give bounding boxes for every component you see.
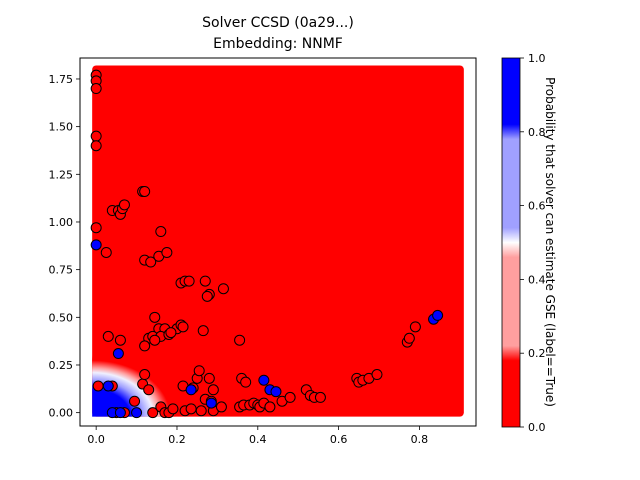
scatter-point-false [143, 384, 155, 396]
scatter-point-true [114, 407, 126, 419]
scatter-point-false [165, 327, 177, 339]
plot-area [90, 65, 464, 419]
axes-frame [79, 57, 477, 427]
scatter-point-true [270, 386, 282, 398]
y-tick-label: 1.75 [49, 73, 74, 86]
scatter-point-false [100, 246, 112, 258]
y-tick-label: 1.00 [49, 216, 74, 229]
scatter-point-true [205, 397, 217, 409]
scatter-point-false [90, 140, 102, 152]
colorbar-tick-label: 0.6 [528, 200, 546, 213]
scatter-point-false [149, 334, 161, 346]
y-tick-label: 0.50 [49, 311, 74, 324]
scatter-point-false [90, 83, 102, 95]
scatter-point-false [147, 407, 159, 419]
scatter-point-false [217, 283, 229, 295]
scatter-point-false [284, 391, 296, 403]
colorbar [501, 57, 521, 428]
scatter-point-false [102, 330, 114, 342]
scatter-point-true [185, 384, 197, 396]
scatter-point-false [149, 311, 161, 323]
y-tick-label: 1.50 [49, 121, 74, 134]
scatter-point-true [112, 348, 124, 360]
colorbar-tick-label: 1.0 [528, 52, 546, 65]
y-tick-label: 0.75 [49, 264, 74, 277]
scatter-point-false [201, 290, 213, 302]
scatter-point-false [195, 405, 207, 417]
scatter-point-false [155, 226, 167, 238]
scatter-point-false [177, 321, 189, 333]
x-tick-label: 0.8 [411, 433, 429, 446]
scatter-point-false [403, 332, 415, 344]
x-tick-label: 0.2 [168, 433, 186, 446]
scatter-point-false [92, 380, 104, 392]
scatter-point-false [139, 369, 151, 381]
scatter-point-false [207, 384, 219, 396]
scatter-point-false [240, 376, 252, 388]
scatter-point-false [371, 369, 383, 381]
scatter-point-false [167, 403, 179, 415]
scatter-point-true [90, 239, 102, 251]
scatter-point-false [183, 275, 195, 287]
scatter-point-false [193, 365, 205, 377]
scatter-point-true [131, 407, 143, 419]
scatter-point-false [197, 325, 209, 337]
y-tick-label: 0.25 [49, 359, 74, 372]
scatter-point-false [234, 334, 246, 346]
colorbar-tick-label: 0.4 [528, 273, 546, 286]
scatter-point-false [139, 340, 151, 352]
x-tick-label: 0.0 [87, 433, 105, 446]
scatter-point-false [145, 256, 157, 268]
y-tick-label: 0.00 [49, 407, 74, 420]
chart-subtitle: Embedding: NNMF [213, 36, 343, 52]
colorbar-label: Probability that solver can estimate GSE… [543, 77, 557, 407]
colorbar-tick-label: 0.2 [528, 347, 546, 360]
scatter-point-false [185, 403, 197, 415]
scatter-point-false [129, 395, 141, 407]
colorbar-tick-label: 0.0 [528, 421, 546, 434]
y-tick-label: 1.25 [49, 168, 74, 181]
x-tick-label: 0.4 [249, 433, 267, 446]
scatter-point-false [409, 321, 421, 333]
scatter-point-false [215, 401, 227, 413]
scatter-point-false [203, 372, 215, 384]
scatter-point-false [90, 130, 102, 142]
scatter-point-false [264, 401, 276, 413]
x-tick-label: 0.6 [330, 433, 348, 446]
scatter-point-false [199, 275, 211, 287]
scatter-point-false [161, 246, 173, 258]
scatter-point-true [432, 309, 444, 321]
chart-title: Solver CCSD (0a29...) [202, 15, 354, 31]
scatter-point-false [118, 199, 130, 211]
scatter-point-false [314, 391, 326, 403]
colorbar-tick-label: 0.8 [528, 126, 546, 139]
scatter-point-true [102, 380, 114, 392]
scatter-point-false [114, 334, 126, 346]
scatter-point-true [258, 374, 270, 386]
scatter-point-false [139, 185, 151, 197]
scatter-point-false [90, 222, 102, 234]
